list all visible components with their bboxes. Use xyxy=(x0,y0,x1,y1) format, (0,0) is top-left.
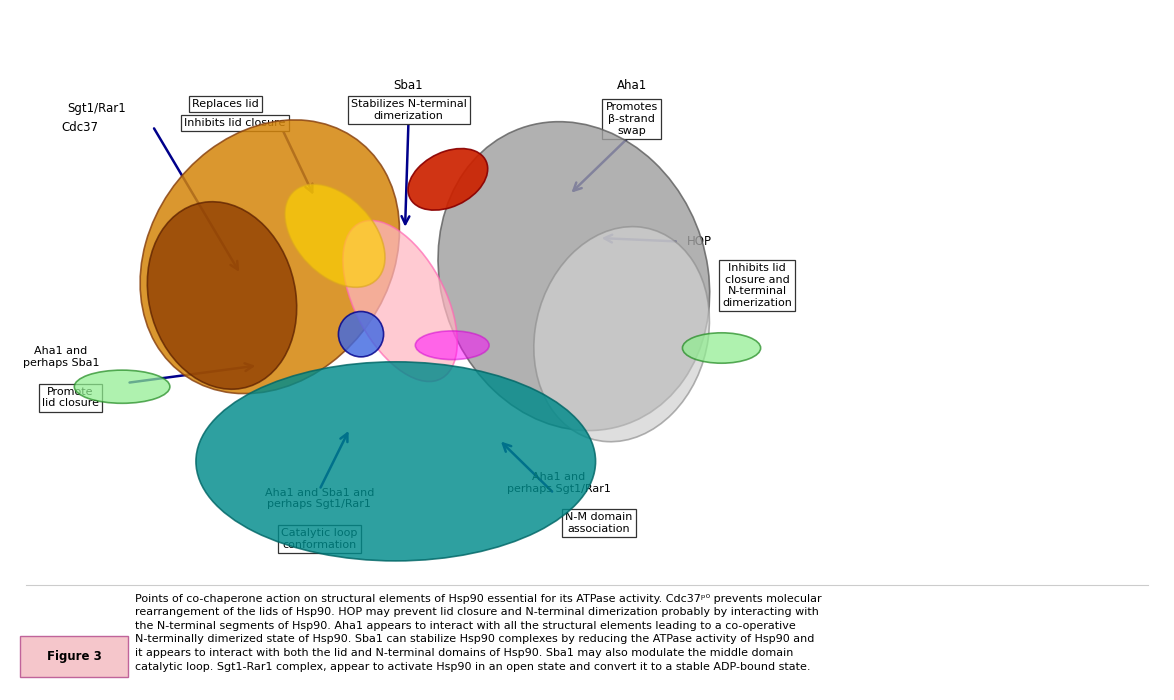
Ellipse shape xyxy=(534,227,709,442)
Ellipse shape xyxy=(196,362,595,561)
Text: Inhibits lid closure: Inhibits lid closure xyxy=(184,118,285,128)
Ellipse shape xyxy=(338,312,384,357)
Text: Aha1 and
perhaps Sba1: Aha1 and perhaps Sba1 xyxy=(22,346,100,368)
Text: Cdc37: Cdc37 xyxy=(61,121,99,134)
Ellipse shape xyxy=(416,331,490,360)
Ellipse shape xyxy=(285,184,385,287)
Ellipse shape xyxy=(343,220,457,382)
Text: Catalytic loop
conformation: Catalytic loop conformation xyxy=(281,528,358,550)
Text: Sba1: Sba1 xyxy=(393,79,424,92)
Text: HOP: HOP xyxy=(687,235,711,248)
Text: Figure 3: Figure 3 xyxy=(47,650,101,663)
Ellipse shape xyxy=(74,370,170,403)
Text: Stabilizes N-terminal
dimerization: Stabilizes N-terminal dimerization xyxy=(351,99,466,120)
Text: Aha1: Aha1 xyxy=(616,79,647,92)
Ellipse shape xyxy=(409,148,487,210)
Text: Promote
lid closure: Promote lid closure xyxy=(42,387,99,408)
Ellipse shape xyxy=(147,202,297,389)
Ellipse shape xyxy=(438,122,709,430)
Text: Replaces lid: Replaces lid xyxy=(193,99,258,109)
Text: Points of co-chaperone action on structural elements of Hsp90 essential for its : Points of co-chaperone action on structu… xyxy=(135,594,822,671)
Ellipse shape xyxy=(682,332,761,363)
Text: Aha1 and Sba1 and
perhaps Sgt1/Rar1: Aha1 and Sba1 and perhaps Sgt1/Rar1 xyxy=(264,488,375,509)
Text: Inhibits lid
closure and
N-terminal
dimerization: Inhibits lid closure and N-terminal dime… xyxy=(722,263,792,308)
Text: Aha1 and
perhaps Sgt1/Rar1: Aha1 and perhaps Sgt1/Rar1 xyxy=(507,473,610,494)
Ellipse shape xyxy=(140,120,399,393)
FancyBboxPatch shape xyxy=(20,636,128,677)
Text: N-M domain
association: N-M domain association xyxy=(565,512,633,533)
Text: Promotes
β-strand
swap: Promotes β-strand swap xyxy=(606,102,657,136)
Text: Sgt1/Rar1: Sgt1/Rar1 xyxy=(67,102,126,115)
